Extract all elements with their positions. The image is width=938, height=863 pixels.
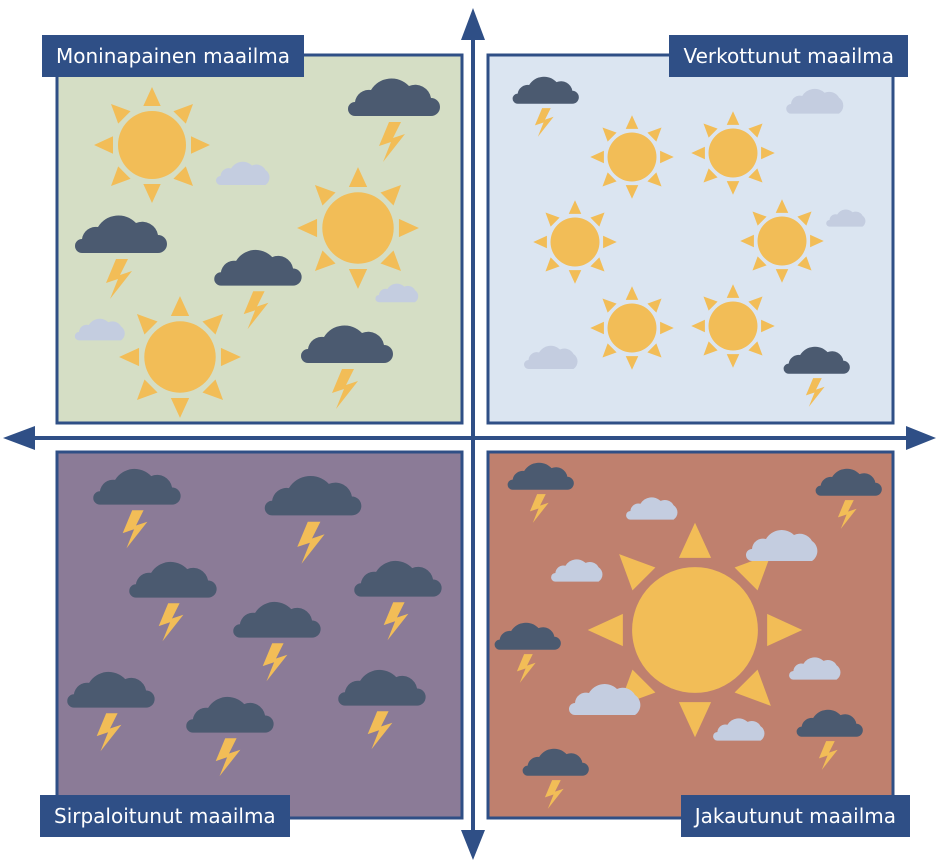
arrow-right-icon (906, 426, 936, 450)
arrow-down-icon (461, 830, 485, 860)
sun-icon (94, 87, 210, 203)
sun-icon (590, 115, 674, 199)
quadrant-label-top-right: Verkottunut maailma (669, 35, 908, 77)
quadrant-label-bottom-left: Sirpaloitunut maailma (40, 795, 290, 837)
quadrant-label-bottom-right: Jakautunut maailma (680, 795, 910, 837)
sun-icon (590, 286, 674, 370)
sun-icon (740, 199, 824, 283)
sun-icon (297, 167, 419, 289)
arrow-up-icon (461, 8, 485, 40)
sun-icon (533, 200, 617, 284)
quadrant-label-top-left: Moninapainen maailma (42, 35, 305, 77)
arrow-left-icon (3, 426, 35, 450)
sun-icon (691, 284, 775, 368)
sun-icon (691, 111, 775, 195)
sun-icon (119, 296, 241, 418)
